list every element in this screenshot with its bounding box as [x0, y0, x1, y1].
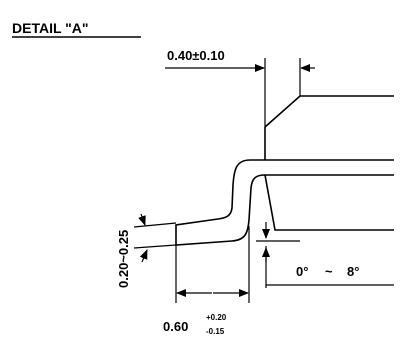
angle-start-label: 0° — [296, 264, 308, 279]
left-dimension-arrow-bottom — [139, 249, 148, 263]
foot-tolerance-plus: +0.20 — [206, 313, 227, 322]
foot-tolerance-minus: -0.15 — [206, 327, 225, 336]
lead-outline — [175, 159, 266, 246]
thickness-range-label: 0.20~0.25 — [116, 230, 131, 288]
angle-end-label: 8° — [347, 264, 359, 279]
left-extension-line-top — [133, 222, 177, 228]
detail-title: DETAIL "A" — [12, 20, 89, 36]
left-extension-line-bottom — [133, 244, 177, 249]
angle-separator-label: ~ — [325, 264, 333, 279]
package-body-lower-edge — [264, 174, 394, 231]
left-dimension-arrow-top — [138, 213, 146, 226]
package-body-upper-edge — [264, 95, 394, 128]
lead-thickness-top-label: 0.40±0.10 — [167, 48, 225, 63]
foot-length-label: 0.60 — [163, 319, 188, 334]
